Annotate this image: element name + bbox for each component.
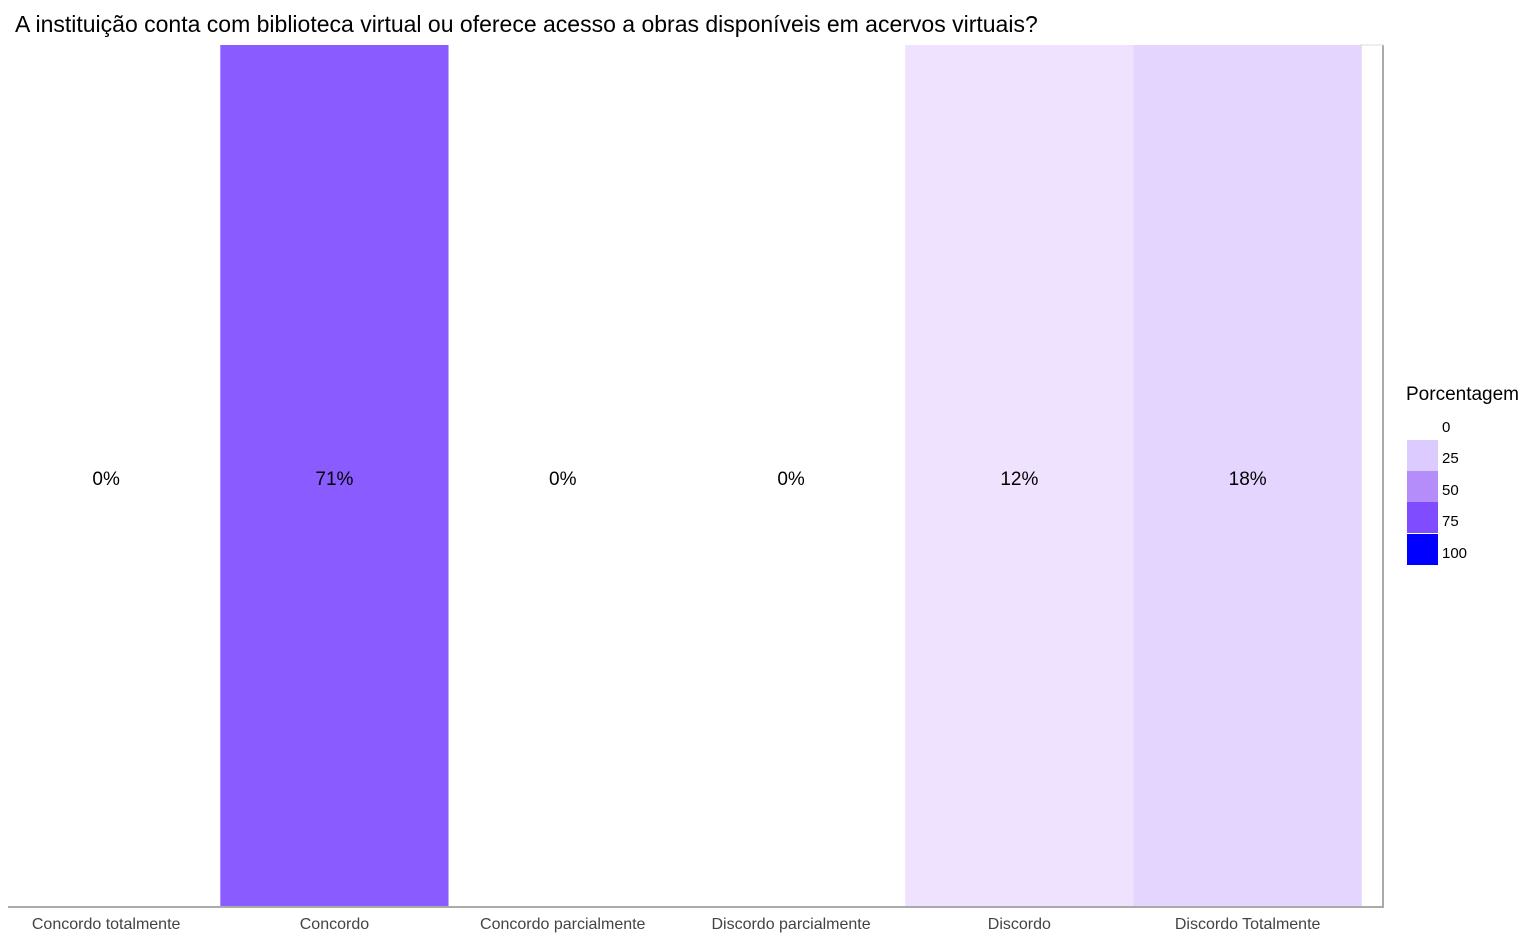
legend-title: Porcentagem bbox=[1406, 384, 1520, 405]
heatmap-cell-2 bbox=[448, 45, 677, 907]
x-tick-label: Discordo Totalmente bbox=[1175, 916, 1321, 933]
legend-label-50: 50 bbox=[1442, 482, 1459, 499]
heatmap-cell-1 bbox=[220, 45, 449, 907]
x-tick-label: Discordo parcialmente bbox=[711, 916, 870, 933]
heatmap-cell-4 bbox=[905, 45, 1134, 907]
legend-swatch-2 bbox=[1407, 502, 1438, 533]
heatmap-cell-5 bbox=[1133, 45, 1362, 907]
x-tick-label: Concordo bbox=[300, 916, 369, 933]
legend-label-25: 25 bbox=[1442, 450, 1459, 467]
legend-swatch-3 bbox=[1407, 534, 1438, 565]
legend-label-0: 0 bbox=[1442, 419, 1451, 436]
cell-value-label: 0% bbox=[549, 469, 577, 490]
cell-value-label: 71% bbox=[315, 469, 353, 490]
x-tick-label: Discordo bbox=[988, 916, 1051, 933]
cell-value-label: 0% bbox=[92, 469, 120, 490]
cell-value-label: 18% bbox=[1229, 469, 1267, 490]
heatmap-cell-0 bbox=[5, 45, 221, 907]
cell-value-label: 0% bbox=[777, 469, 805, 490]
legend-label-100: 100 bbox=[1442, 545, 1468, 562]
chart-title: A instituição conta com biblioteca virtu… bbox=[15, 11, 1038, 37]
heatmap-cell-3 bbox=[676, 45, 906, 907]
x-tick-label: Concordo parcialmente bbox=[480, 916, 646, 933]
x-tick-label: Concordo totalmente bbox=[32, 916, 181, 933]
cell-value-label: 12% bbox=[1000, 469, 1038, 490]
legend-swatch-1 bbox=[1407, 471, 1438, 502]
legend-swatch-0 bbox=[1407, 440, 1438, 471]
legend-label-75: 75 bbox=[1442, 513, 1459, 530]
